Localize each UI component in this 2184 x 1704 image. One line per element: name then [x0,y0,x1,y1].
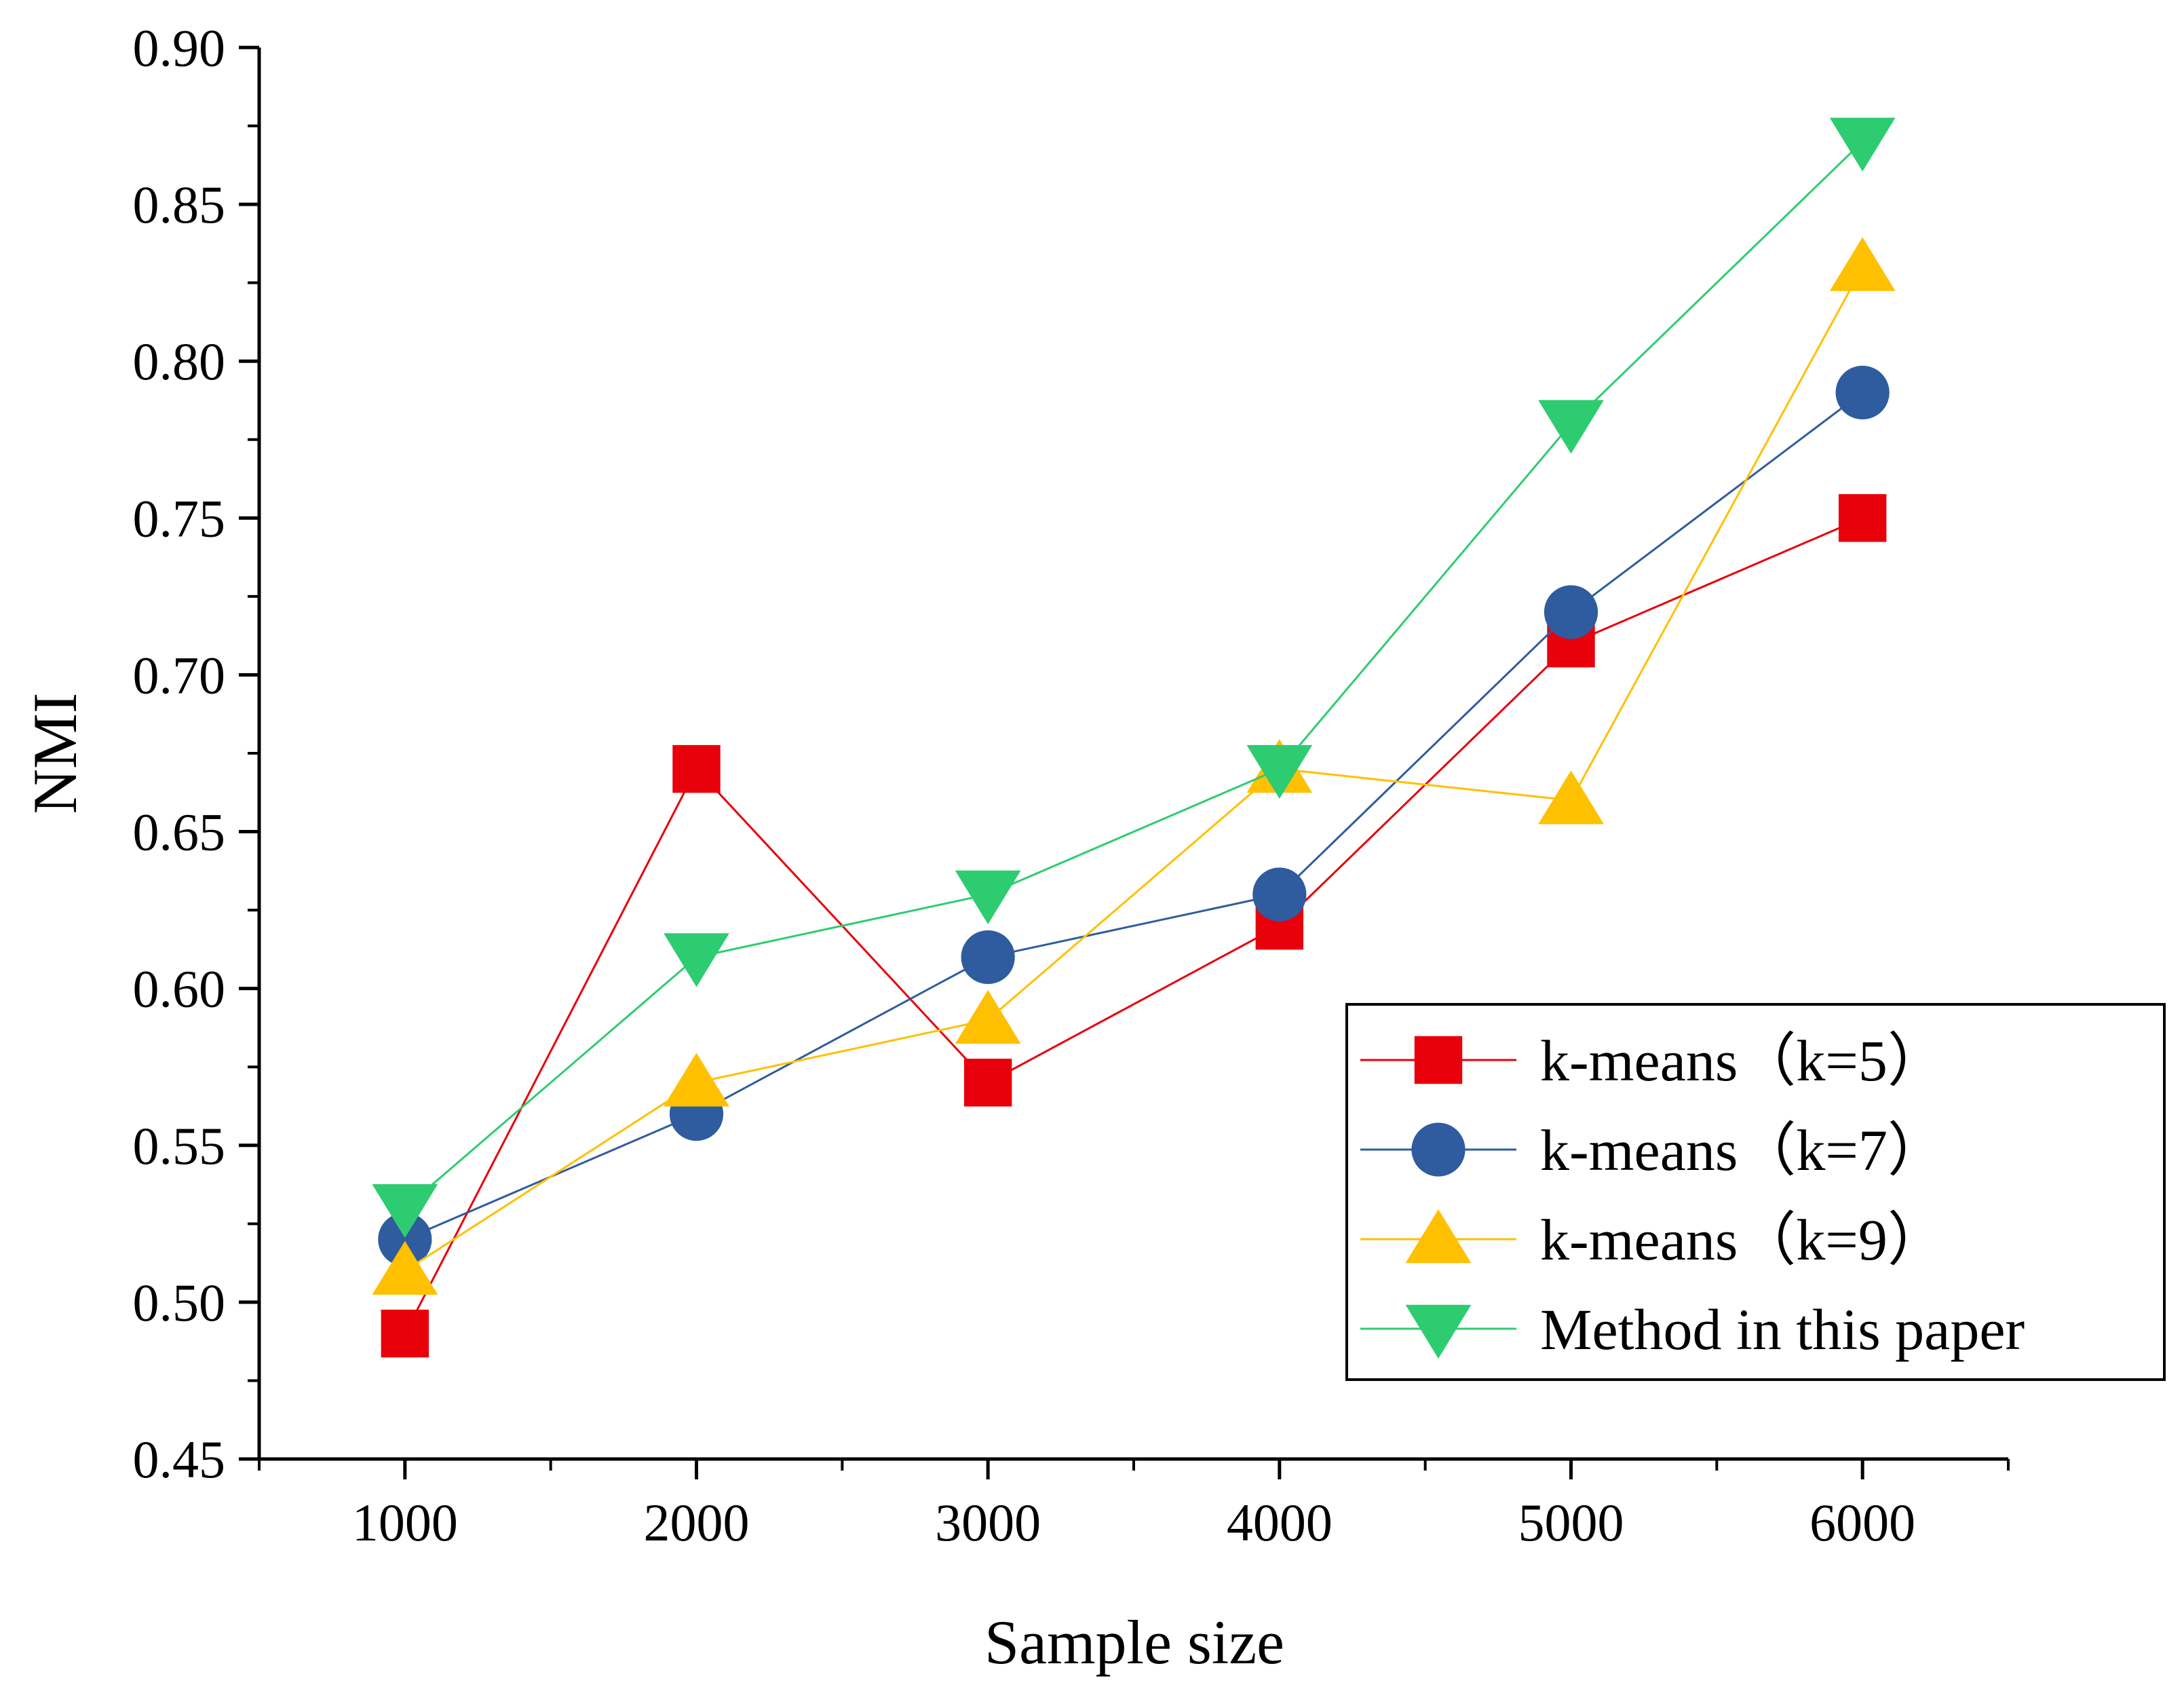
y-tick-label: 0.50 [133,1273,226,1332]
axes: 0.45 0.50 0.55 0.60 0.65 0.70 0.75 0.80 0.85 0.90… [133,18,2010,1552]
data-point [1544,585,1598,639]
data-point [372,1184,438,1238]
data-point [963,1059,1012,1107]
y-axis-title: NMI [20,693,90,814]
data-point [672,744,721,793]
series-1 [381,494,1887,1358]
data-point [1538,400,1604,454]
x-tick-label: 2000 [644,1493,750,1552]
y-tick-label: 0.45 [133,1430,226,1489]
legend-box [1345,1003,2166,1381]
series-3 [372,237,1896,1295]
x-tick-label: 1000 [352,1493,458,1552]
legend-item: k-means（k=7） [1360,1118,1946,1183]
legend-item: Method in this paper [1360,1297,2025,1362]
y-tick-label: 0.75 [133,489,226,548]
x-tick-label: 4000 [1227,1493,1333,1552]
data-point [1838,494,1887,542]
data-point [961,930,1015,985]
data-point [664,1053,729,1107]
y-tick-label: 0.65 [133,803,226,862]
legend-marker [1405,1209,1472,1264]
y-tick-label: 0.70 [133,645,226,704]
data-point [955,989,1021,1044]
legend-label: k-means（k=9） [1540,1207,1946,1272]
data-point [1835,365,1890,420]
legend-marker [1414,1036,1463,1084]
legend: k-means（k=5） k-means（k=7） k-means（k=9） Meth… [1345,1003,2166,1381]
series-line [404,140,1864,1209]
legend-marker [1411,1122,1465,1177]
y-tick-label: 0.85 [133,175,226,234]
x-axis-title: Sample size [984,1608,1284,1677]
series-line [404,392,1864,1241]
data-point [372,1241,438,1295]
x-tick-label: 6000 [1809,1493,1915,1552]
legend-item: k-means（k=9） [1360,1207,1946,1272]
series-group [372,117,1896,1358]
legend-label: k-means（k=5） [1540,1028,1946,1093]
x-tick-label: 3000 [935,1493,1041,1552]
series-line [404,516,1863,1334]
data-point [955,870,1021,924]
data-point [1829,237,1896,291]
series-line [404,266,1864,1272]
y-tick-label: 0.60 [133,960,226,1019]
legend-marker [1405,1304,1472,1359]
series-4 [372,117,1896,1238]
y-tick-label: 0.90 [133,18,226,77]
y-tick-label: 0.80 [133,332,226,391]
data-point [664,933,729,987]
y-tick-label: 0.55 [133,1116,226,1175]
legend-item: k-means（k=5） [1360,1028,1946,1093]
data-point [1829,117,1896,172]
data-point [1252,867,1307,922]
data-point [381,1309,429,1358]
data-point [378,1212,432,1267]
data-point [1538,770,1604,825]
legend-label: k-means（k=7） [1540,1118,1946,1183]
data-point [1246,744,1313,799]
legend-label: Method in this paper [1540,1297,2025,1362]
x-tick-label: 5000 [1518,1493,1624,1552]
